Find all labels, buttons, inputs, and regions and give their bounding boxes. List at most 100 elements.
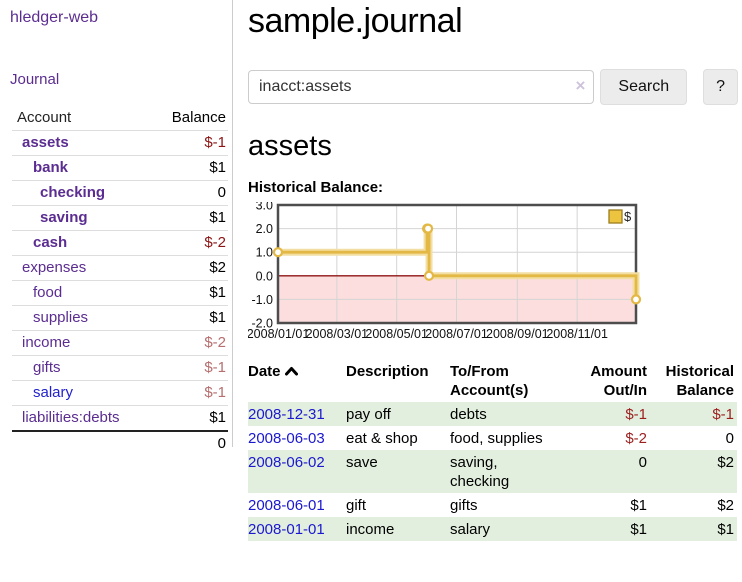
transaction-date-cell: 2008-12-31 — [248, 402, 346, 426]
legend-swatch — [608, 209, 623, 224]
legend-label: $ — [624, 209, 632, 224]
account-balance: $1 — [209, 209, 226, 226]
search-button[interactable]: Search — [600, 69, 688, 105]
account-link-income[interactable]: income — [22, 334, 71, 351]
transactions-header-row: Date Description To/From Account(s) Amoun… — [248, 360, 737, 402]
chart-data-point — [422, 223, 434, 234]
transaction-amount: $1 — [630, 521, 647, 538]
account-balance: $-1 — [204, 359, 226, 376]
account-link-bank[interactable]: bank — [33, 159, 69, 176]
y-axis-tick-label: 1.0 — [256, 246, 273, 260]
account-row: income $-2 — [12, 331, 228, 356]
account-row: salary $-1 — [12, 381, 228, 406]
y-axis-tick-label: 2.0 — [256, 222, 273, 236]
column-header-amount: Amount Out/In — [570, 360, 650, 402]
transaction-date-cell: 2008-01-01 — [248, 517, 346, 541]
account-link-assets[interactable]: assets — [22, 134, 69, 151]
transaction-balance: $2 — [717, 454, 734, 471]
x-axis-tick-label: 2008/03/01 — [306, 327, 369, 341]
search-form: × Search ? — [248, 69, 738, 105]
account-row: assets $-1 — [12, 131, 228, 156]
transaction-amount: $-1 — [625, 406, 647, 423]
y-axis-tick-label: -1.0 — [251, 293, 273, 307]
transaction-description: income — [346, 521, 395, 538]
transaction-date-cell: 2008-06-01 — [248, 493, 346, 517]
transaction-date-link[interactable]: 2008-06-03 — [248, 430, 325, 447]
transaction-balance: 0 — [725, 430, 734, 447]
account-link-checking[interactable]: checking — [40, 184, 106, 201]
accounts-header-line1: To/From — [450, 363, 509, 380]
clear-search-icon[interactable]: × — [575, 76, 586, 95]
nav-journal-link[interactable]: Journal — [10, 71, 60, 88]
accounts-header-line2: Account(s) — [450, 382, 529, 399]
transaction-description: pay off — [346, 406, 391, 423]
transaction-row: 2008-06-02 save saving, checking 0 $2 — [248, 450, 737, 493]
account-balance: $1 — [209, 409, 226, 426]
transaction-date-cell: 2008-06-02 — [248, 450, 346, 493]
account-name-cell: food — [12, 281, 120, 306]
balance-header-line1: Historical — [665, 363, 734, 380]
account-balance: 0 — [217, 184, 226, 201]
account-link-expenses[interactable]: expenses — [22, 259, 87, 276]
transaction-accounts: debts — [450, 406, 487, 423]
column-header-accounts: To/From Account(s) — [450, 360, 570, 402]
x-axis-tick-label: 2008/07/01 — [425, 327, 488, 341]
amount-header-line1: Amount — [590, 363, 647, 380]
account-row: liabilities:debts $1 — [12, 406, 228, 431]
transactions-table: Date Description To/From Account(s) Amoun… — [248, 360, 737, 541]
page-title: sample.journal — [248, 2, 463, 40]
transaction-balance: $-1 — [712, 406, 734, 423]
transaction-date-link[interactable]: 2008-12-31 — [248, 406, 325, 423]
account-name-cell: gifts — [12, 356, 120, 381]
transaction-date-link[interactable]: 2008-06-02 — [248, 454, 325, 471]
date-header-label: Date — [248, 363, 281, 380]
transaction-date-link[interactable]: 2008-06-01 — [248, 497, 325, 514]
account-link-gifts[interactable]: gifts — [33, 359, 61, 376]
accounts-header-balance: Balance — [171, 109, 226, 126]
search-input[interactable] — [248, 70, 595, 104]
account-balance: $1 — [209, 284, 226, 301]
transaction-balance: $1 — [717, 521, 734, 538]
help-button[interactable]: ? — [703, 69, 738, 105]
account-balance: $-1 — [204, 384, 226, 401]
transaction-accounts: salary — [450, 521, 491, 538]
chart-title: Historical Balance: — [248, 179, 384, 196]
chart-data-point — [272, 247, 284, 258]
brand-link[interactable]: hledger-web — [10, 9, 99, 26]
account-link-supplies[interactable]: supplies — [33, 309, 89, 326]
transaction-date-cell: 2008-06-03 — [248, 426, 346, 450]
account-link-food[interactable]: food — [33, 284, 63, 301]
chart-data-point — [630, 294, 642, 305]
account-name-cell: expenses — [12, 256, 120, 281]
transaction-row: 2008-12-31 pay off debts $-1 $-1 — [248, 402, 737, 426]
transaction-row: 2008-06-01 gift gifts $1 $2 — [248, 493, 737, 517]
account-link-liabilities-debts[interactable]: liabilities:debts — [22, 409, 120, 426]
account-name-cell: saving — [12, 206, 120, 231]
account-row: checking 0 — [12, 181, 228, 206]
account-row: expenses $2 — [12, 256, 228, 281]
transaction-amount: 0 — [638, 454, 647, 471]
account-balance: $-1 — [204, 134, 226, 151]
account-link-cash[interactable]: cash — [33, 234, 68, 251]
main-content: sample.journal × Search ? assets Histori… — [248, 0, 738, 541]
account-balance: $1 — [209, 309, 226, 326]
transaction-accounts: saving, checking — [450, 454, 510, 490]
account-row: gifts $-1 — [12, 356, 228, 381]
sort-asc-icon — [284, 367, 298, 376]
account-name-cell: cash — [12, 231, 120, 256]
account-balance: $2 — [209, 259, 226, 276]
transaction-accounts: gifts — [450, 497, 478, 514]
transaction-accounts: food, supplies — [450, 430, 543, 447]
account-name-cell: supplies — [12, 306, 120, 331]
transaction-amount: $1 — [630, 497, 647, 514]
account-balance: $-2 — [204, 234, 226, 251]
account-link-salary[interactable]: salary — [33, 384, 74, 401]
historical-balance-chart: $3.0 2.0 1.0 0.0 -1.0 -2.02008/01/012008/03/0… — [248, 202, 642, 341]
transaction-date-link[interactable]: 2008-01-01 — [248, 521, 325, 538]
account-link-saving[interactable]: saving — [40, 209, 88, 226]
column-header-date[interactable]: Date — [248, 360, 346, 402]
x-axis-tick-label: 2008/01/01 — [248, 327, 309, 341]
y-axis-tick-label: 3.0 — [256, 202, 273, 213]
account-row: saving $1 — [12, 206, 228, 231]
account-heading: assets — [248, 130, 332, 162]
